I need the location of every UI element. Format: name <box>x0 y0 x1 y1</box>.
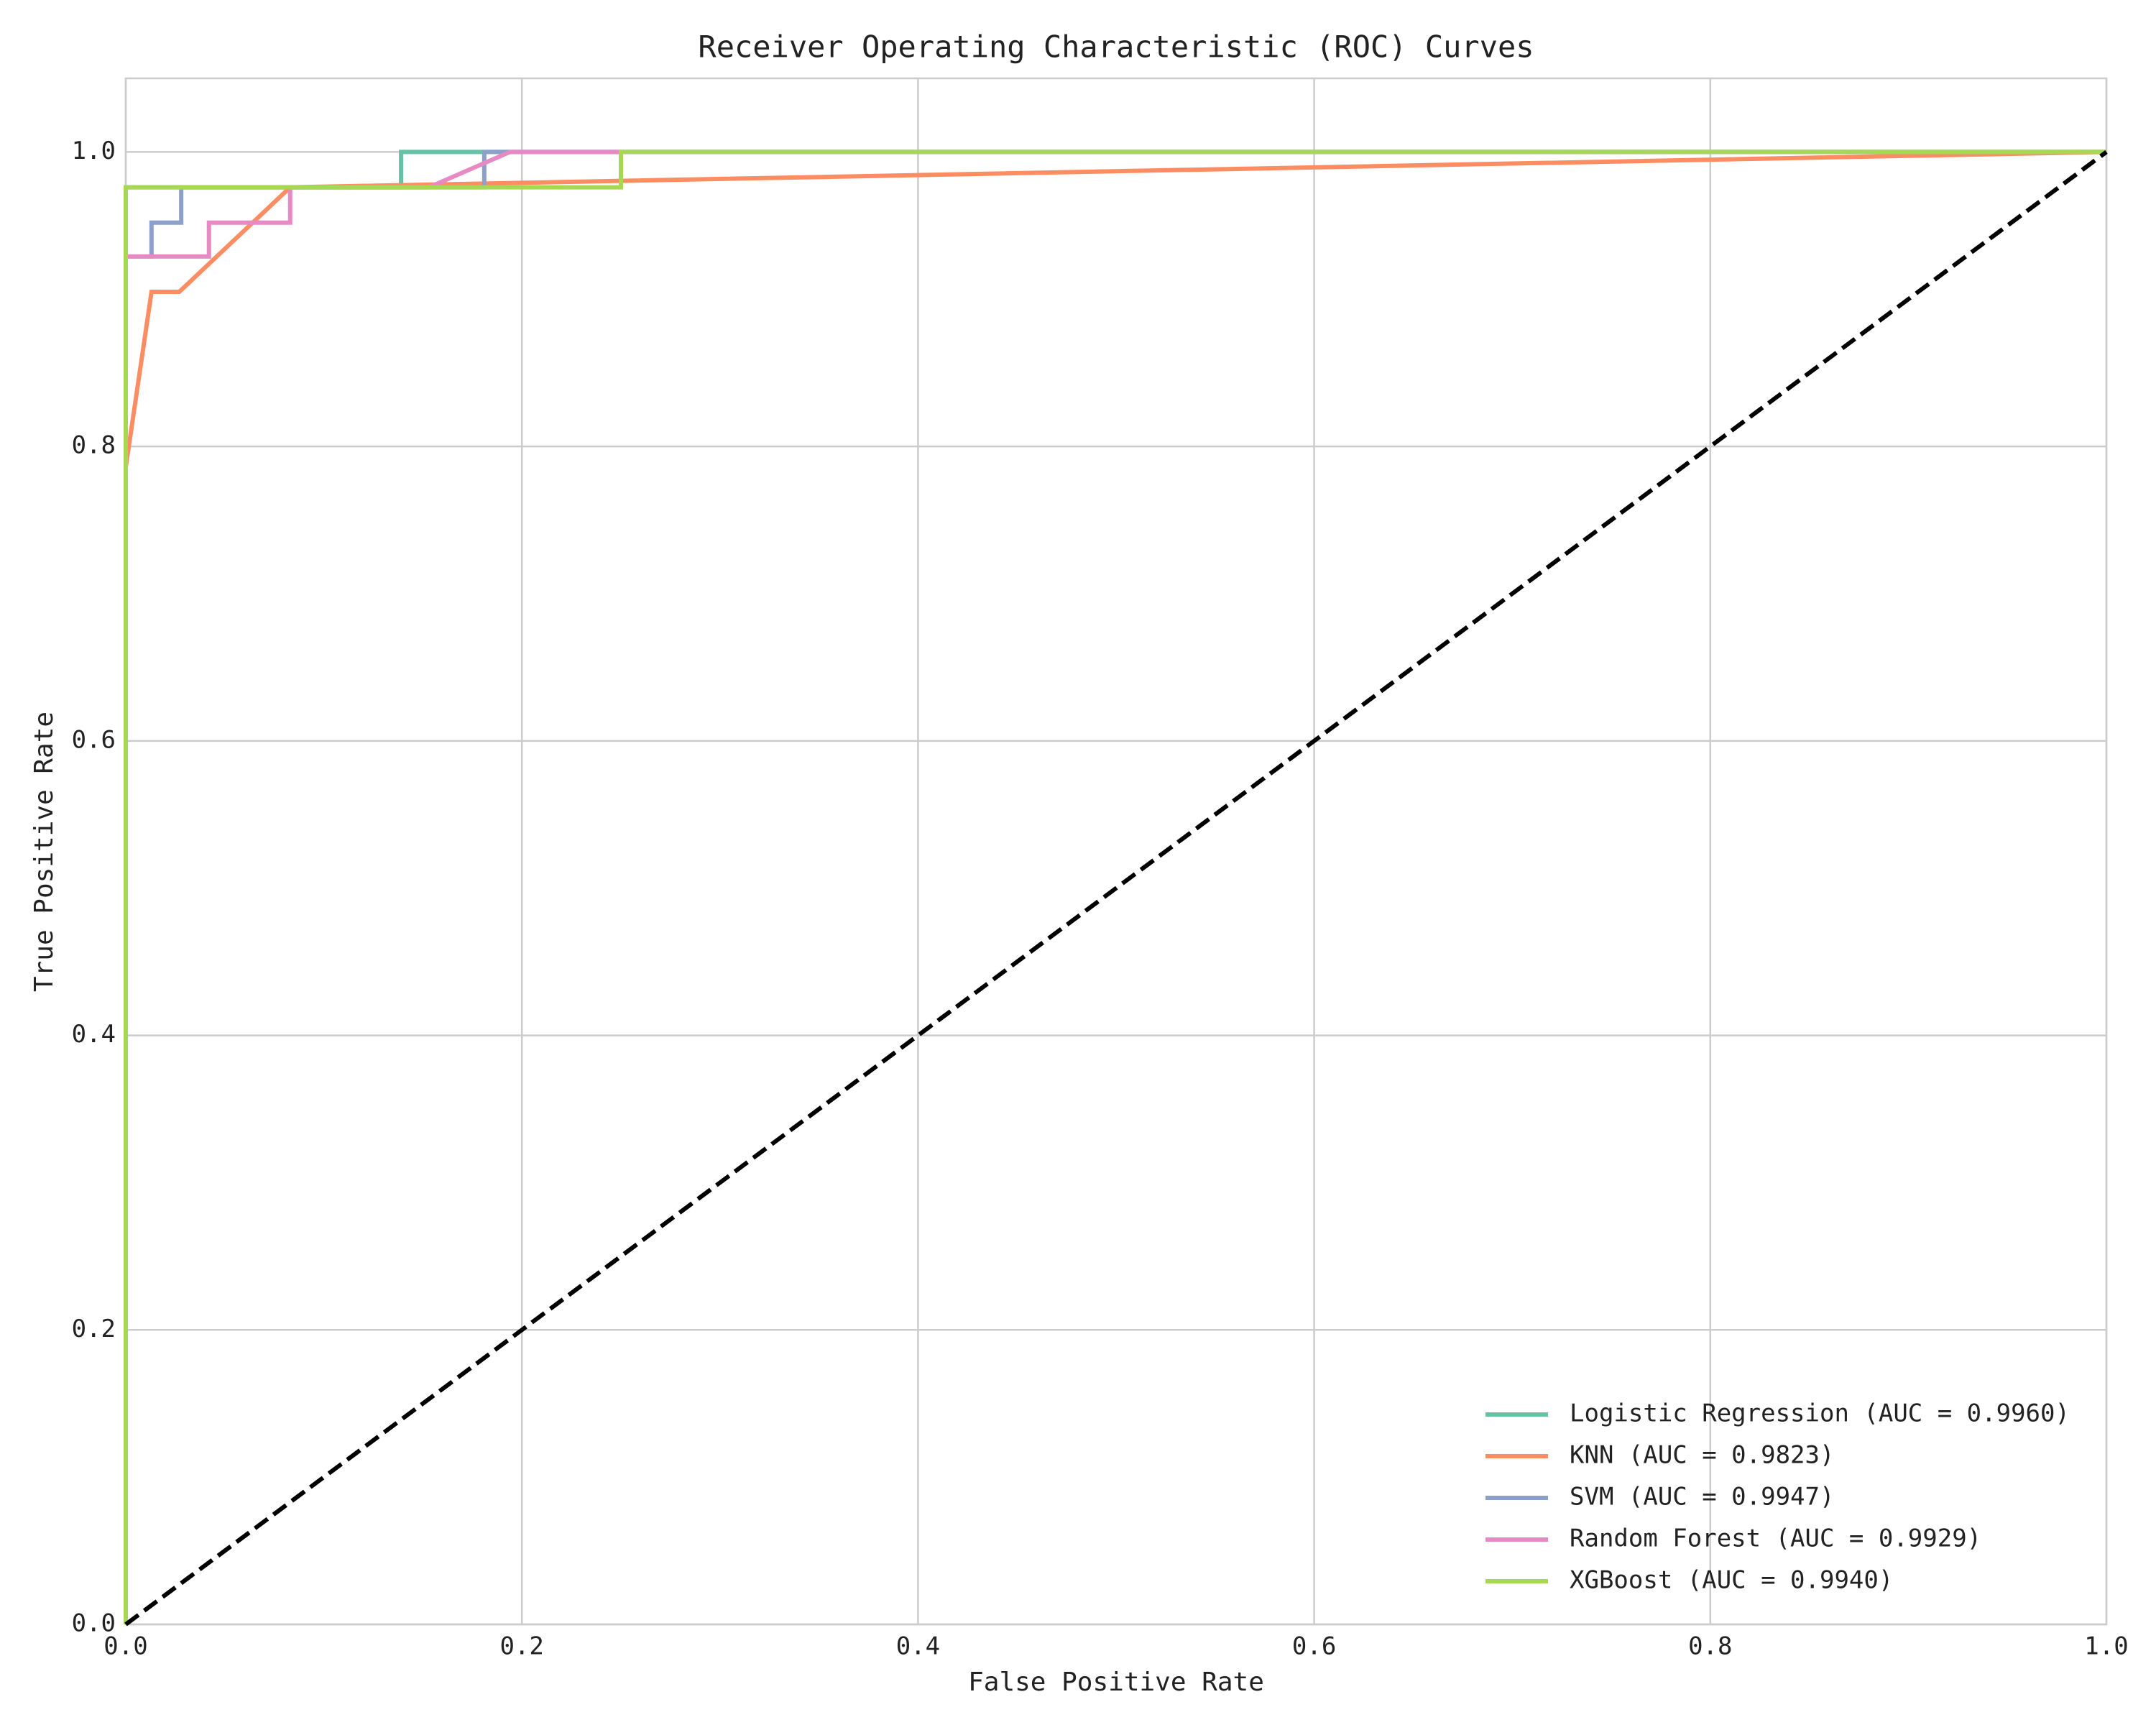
reference-line <box>124 150 2108 1627</box>
x-tick-label: 0.2 <box>499 1632 543 1661</box>
x-axis-label: False Positive Rate <box>968 1668 1264 1697</box>
y-tick-label: 1.0 <box>72 137 116 165</box>
x-tick-label: 1.0 <box>2084 1632 2128 1661</box>
chart-title: Receiver Operating Characteristic (ROC) … <box>698 29 1534 65</box>
legend-label: KNN (AUC = 0.9823) <box>1570 1441 1834 1470</box>
y-axis-label: True Positive Rate <box>29 712 59 992</box>
legend-label: Random Forest (AUC = 0.9929) <box>1570 1524 1981 1553</box>
y-tick-label: 0.2 <box>72 1315 116 1343</box>
x-tick-label: 0.8 <box>1688 1632 1732 1661</box>
legend-label: XGBoost (AUC = 0.9940) <box>1570 1566 1893 1595</box>
roc-curve <box>124 150 2106 1624</box>
legend-label: Logistic Regression (AUC = 0.9960) <box>1570 1399 2070 1428</box>
y-tick-label: 0.6 <box>72 725 116 754</box>
plot-frame <box>124 77 2108 1626</box>
x-tick-label: 0.6 <box>1292 1632 1336 1661</box>
y-tick-label: 0.4 <box>72 1020 116 1049</box>
roc-curve <box>124 150 2106 1624</box>
y-tick-label: 0.8 <box>72 431 116 460</box>
legend-label: SVM (AUC = 0.9947) <box>1570 1483 1834 1512</box>
x-tick-label: 0.0 <box>103 1632 147 1661</box>
y-tick-label: 0.0 <box>72 1609 116 1638</box>
x-tick-label: 0.4 <box>896 1632 940 1661</box>
